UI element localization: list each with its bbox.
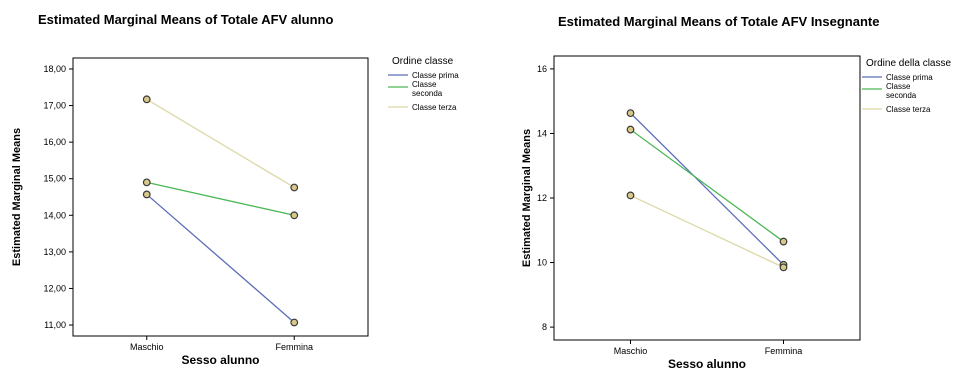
legend-label: Classe	[412, 80, 437, 89]
legend-label: seconda	[886, 91, 917, 100]
plot-frame	[553, 55, 861, 341]
y-tick-label: 18,00	[43, 64, 66, 74]
y-tick-label: 11,00	[44, 320, 66, 330]
y-tick-label: 17,00	[43, 101, 66, 111]
legend-title: Ordine della classe	[866, 58, 951, 69]
y-tick-label: 8	[542, 322, 547, 332]
data-point	[626, 125, 635, 134]
plot-frame	[72, 57, 369, 337]
data-point	[290, 183, 299, 192]
y-tick-label: 16	[537, 64, 547, 74]
legend-label: Classe terza	[886, 105, 931, 114]
x-tick-label: Maschio	[614, 346, 648, 356]
legend-label: Classe prima	[886, 73, 933, 82]
x-tick-label: Maschio	[130, 342, 164, 352]
y-tick-label: 12,00	[43, 283, 66, 293]
chart-left: Estimated Marginal Means of Totale AFV a…	[11, 12, 459, 367]
y-tick-label: 16,00	[43, 137, 66, 147]
legend-label: Classe terza	[412, 103, 457, 112]
legend-label: seconda	[412, 89, 443, 98]
data-point	[779, 237, 788, 246]
series-line	[630, 112, 784, 266]
y-tick-label: 13,00	[43, 247, 66, 257]
chart-right-svg: 8 10 12 14 16 Maschio Femmina Sesso alunno Estim…	[521, 55, 951, 371]
series-line	[146, 181, 295, 216]
series-line	[630, 129, 784, 243]
data-point	[626, 109, 635, 118]
data-point	[142, 95, 151, 104]
y-tick-label: 15,00	[43, 174, 66, 184]
y-axis-label: Estimated Marginal Means	[11, 128, 23, 266]
y-axis-label: Estimated Marginal Means	[521, 129, 533, 267]
y-tick-label: 14	[537, 128, 547, 138]
legend-title: Ordine classe	[392, 56, 454, 67]
data-point	[779, 263, 788, 272]
series-line	[146, 98, 295, 189]
chart-title: Estimated Marginal Means of Totale AFV I…	[558, 14, 880, 29]
chart-title: Estimated Marginal Means of Totale AFV a…	[38, 12, 334, 27]
y-tick-label: 12	[537, 193, 547, 203]
x-axis-label: Sesso alunno	[181, 353, 259, 367]
y-tick-label: 14,00	[43, 210, 66, 220]
data-point	[142, 178, 151, 187]
chart-right: Estimated Marginal Means of Totale AFV I…	[490, 0, 970, 371]
series-line	[146, 193, 295, 323]
x-axis-label: Sesso alunno	[668, 357, 746, 371]
data-point	[290, 318, 299, 327]
legend-label: Classe prima	[412, 71, 459, 80]
series-line	[630, 194, 784, 268]
x-tick-label: Femmina	[275, 342, 313, 352]
data-point	[626, 191, 635, 200]
legend-label: Classe	[886, 82, 911, 91]
x-tick-label: Femmina	[765, 346, 803, 356]
data-point	[290, 211, 299, 220]
chart-left-svg: 11,00 12,00 13,00 14,00 15,00 16,00 17,00 18,00…	[11, 56, 459, 367]
y-tick-label: 10	[537, 258, 547, 268]
data-point	[142, 190, 151, 199]
